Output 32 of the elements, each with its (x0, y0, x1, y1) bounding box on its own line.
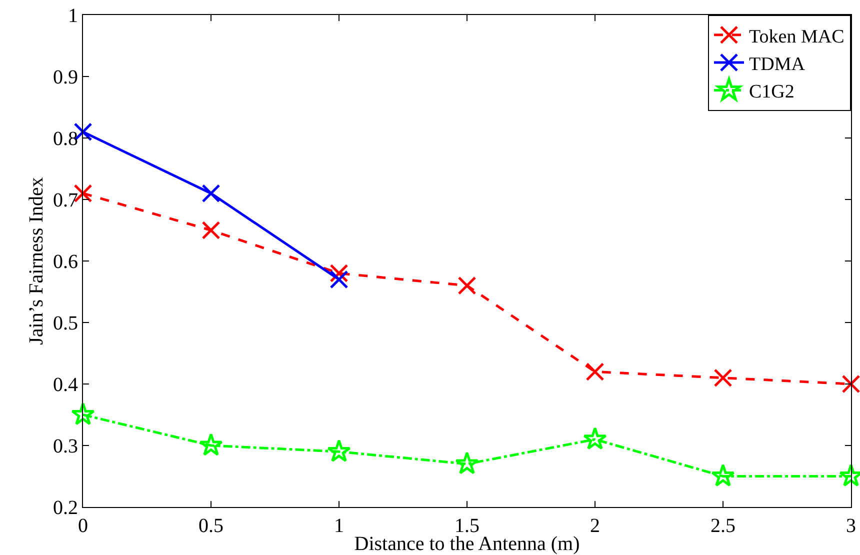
point (714, 368, 732, 388)
x-tick-label: 1 (334, 515, 344, 537)
y-tick-label: 0.2 (53, 497, 78, 519)
point (71, 402, 95, 426)
point (583, 426, 607, 450)
point (458, 276, 476, 295)
point (455, 452, 479, 474)
x-tick-label: 0.5 (198, 515, 224, 537)
point (586, 362, 604, 381)
point (842, 374, 860, 394)
legend-label: C1G2 (749, 82, 794, 103)
x-tick-label: 2.5 (710, 515, 736, 537)
point (202, 184, 220, 203)
point (202, 221, 220, 240)
y-tick-label: 0.7 (53, 190, 78, 212)
legend-label: Token MAC (749, 26, 844, 48)
x-tick-label: 2 (590, 515, 600, 537)
y-tick-label: 1 (68, 5, 78, 27)
y-axis-title: Jain’s Fairness Index (26, 177, 48, 345)
y-tick-label: 0.8 (53, 128, 78, 150)
point (711, 464, 735, 487)
y-tick-label: 0.4 (53, 374, 78, 396)
x-tick-label: 3 (846, 515, 856, 537)
x-tick-label: 0 (78, 515, 88, 537)
y-tick-label: 0.6 (53, 251, 78, 273)
point (199, 433, 223, 456)
y-tick-label: 0.5 (53, 312, 78, 334)
y-tick-label: 0.3 (53, 436, 78, 458)
point (330, 270, 348, 289)
y-tick-label: 0.9 (53, 66, 78, 88)
legend-label: TDMA (749, 54, 806, 75)
point (327, 439, 351, 462)
